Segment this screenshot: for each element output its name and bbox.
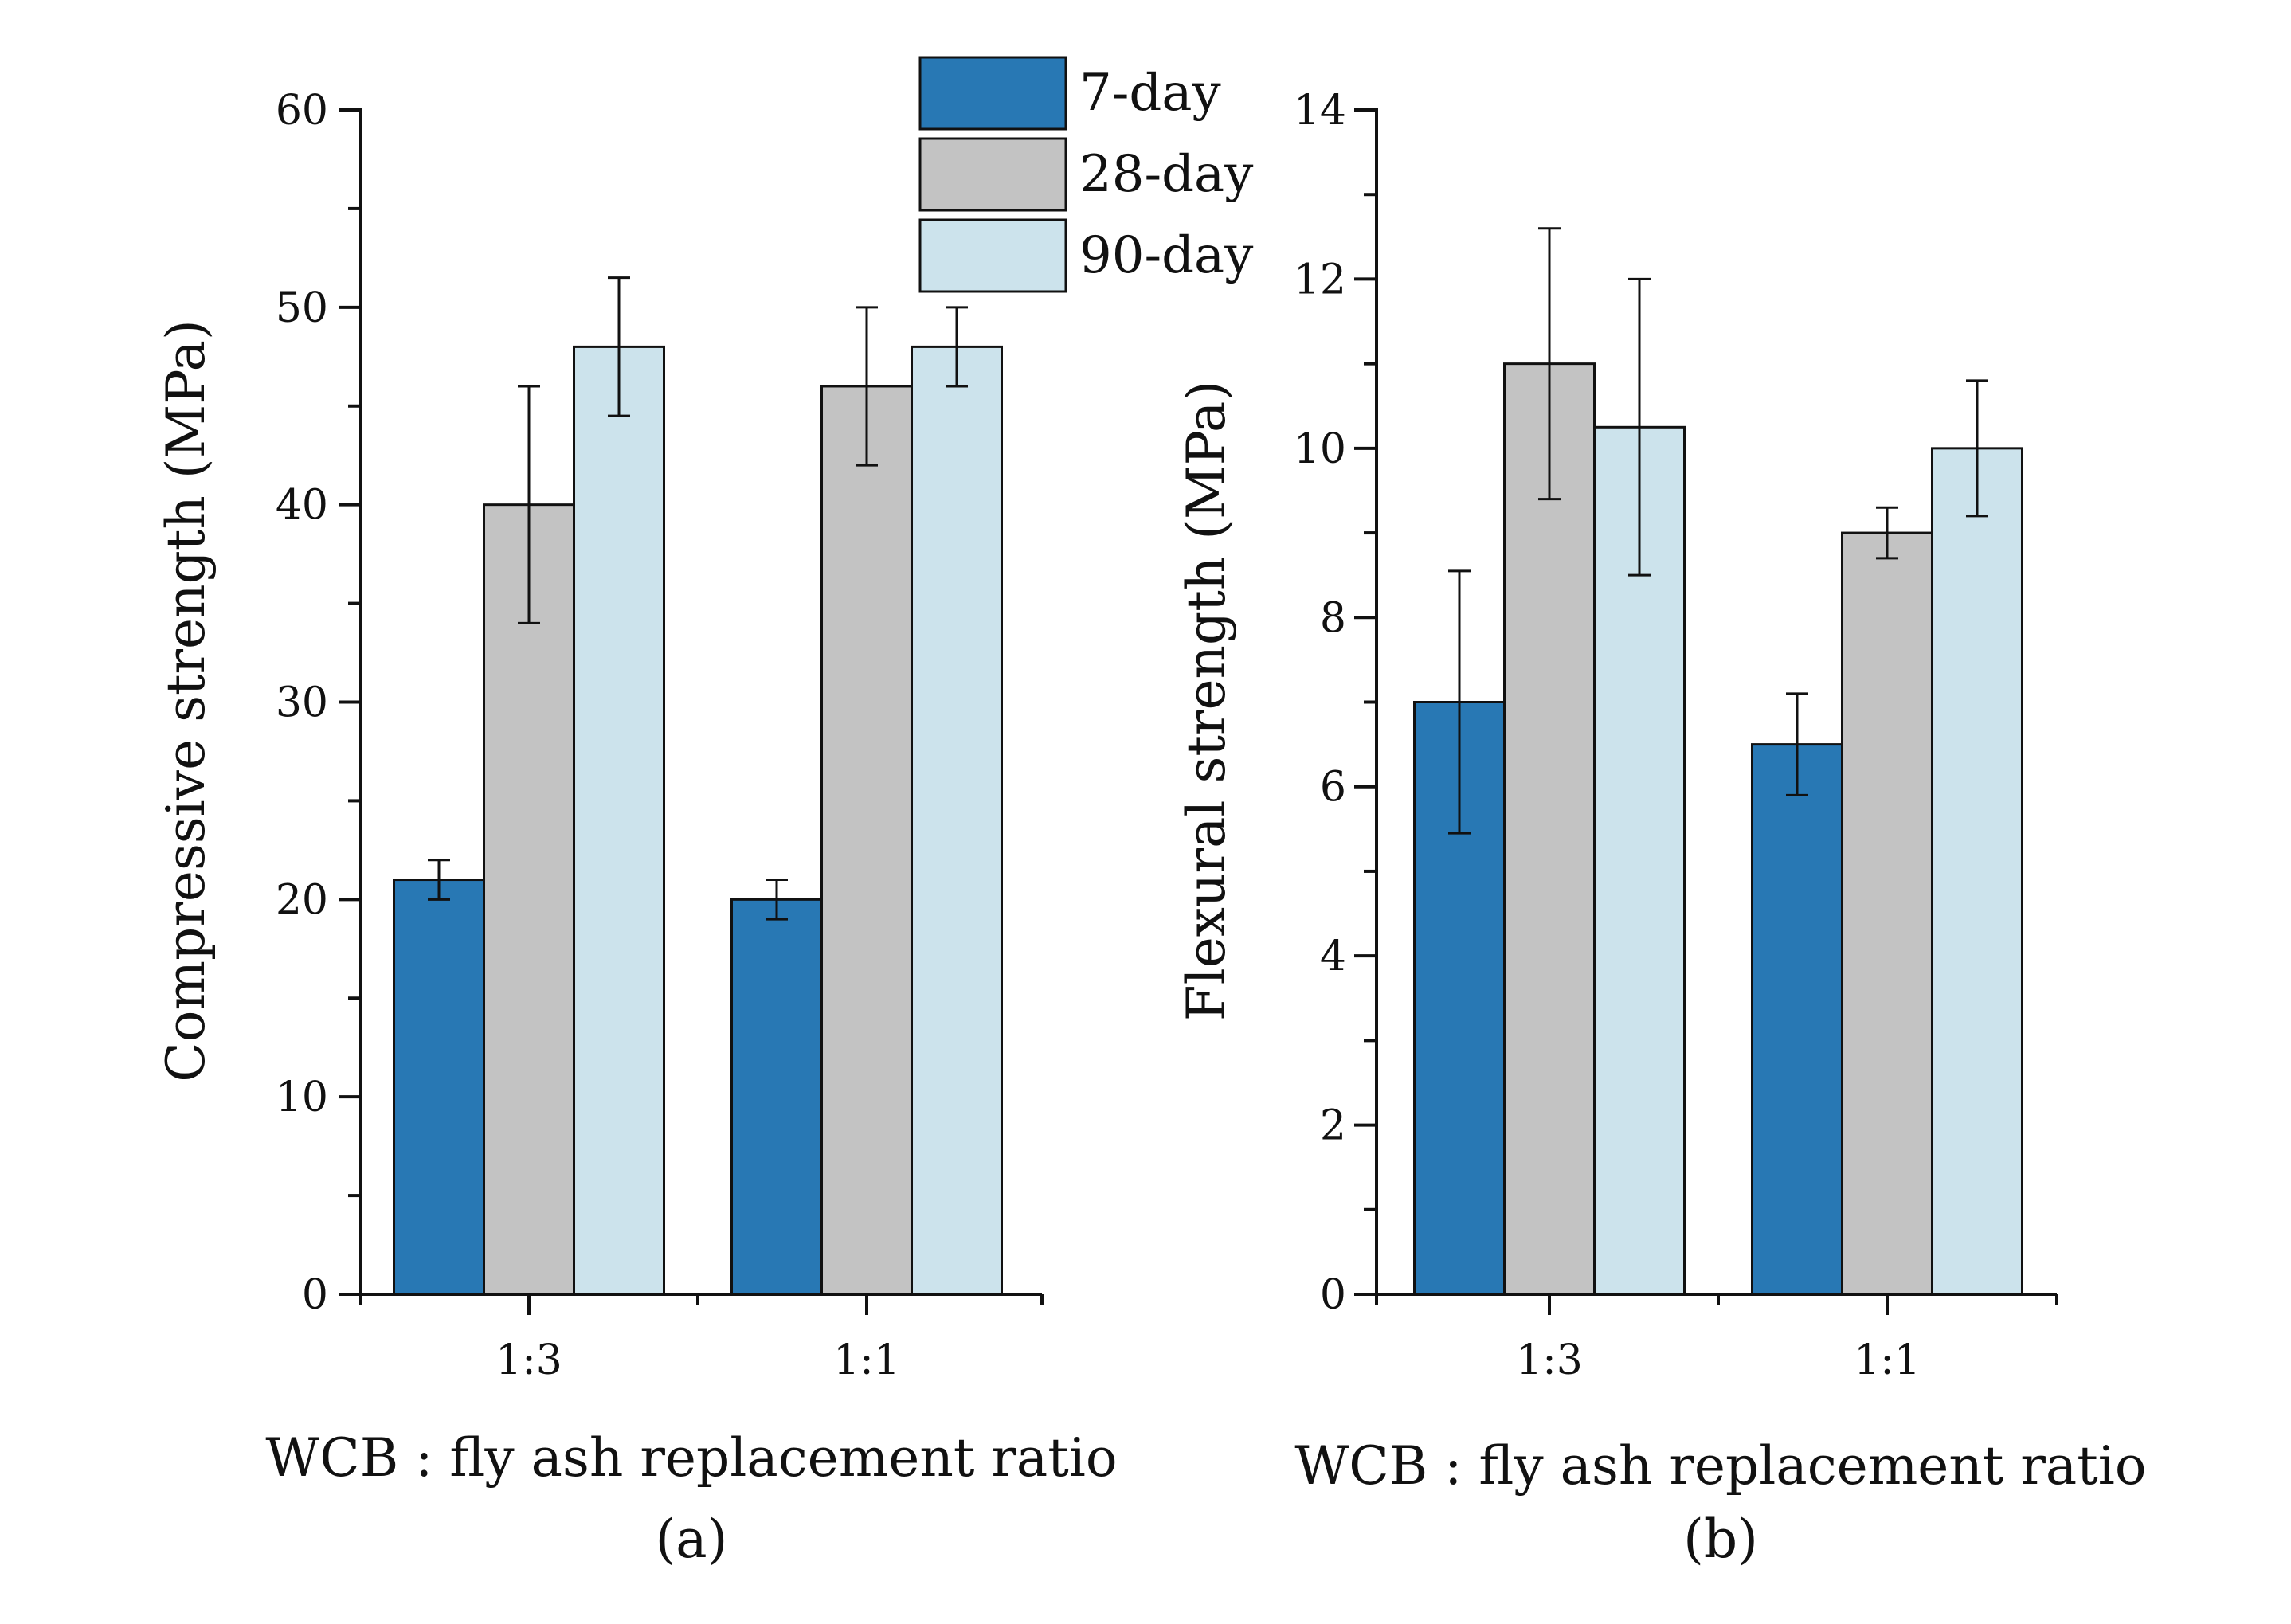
bar-28-day-1:3 (483, 503, 575, 1296)
panel-label: (a) (656, 1509, 728, 1570)
y-tick-label: 0 (1320, 1271, 1346, 1319)
x-tick-label: 1:3 (1516, 1336, 1583, 1384)
y-tick-label: 2 (1320, 1102, 1346, 1150)
x-tick-label: 1:3 (495, 1336, 562, 1384)
x-axis-title: WCB : fly ash replacement ratio (265, 1427, 1117, 1489)
bar-90-day-1:1 (911, 345, 1003, 1296)
y-tick-label: 4 (1320, 933, 1346, 980)
y-tick-label: 50 (276, 284, 328, 332)
x-axis-title: WCB : fly ash replacement ratio (1294, 1435, 2146, 1497)
bar-28-day-1:1 (1841, 531, 1933, 1296)
x-tick-label: 1:1 (1854, 1336, 1921, 1384)
y-tick-label: 30 (276, 679, 328, 727)
legend: 7-day 28-day 90-day (918, 56, 1253, 293)
y-tick-label: 8 (1320, 594, 1346, 642)
bar-7-day-1:3 (393, 879, 485, 1296)
y-tick-label: 60 (276, 87, 328, 135)
legend-swatch-7-day (918, 56, 1067, 131)
bar-28-day-1:3 (1503, 362, 1596, 1296)
bar-28-day-1:1 (820, 385, 913, 1296)
legend-swatch-90-day (918, 218, 1067, 293)
panel-a: 0 10 20 30 40 50 60 1:3 1:1 Compressive strength … (155, 87, 1118, 1570)
y-tick-label: 20 (276, 876, 328, 924)
y-tick-label: 14 (1294, 87, 1346, 135)
y-tick-label: 10 (1294, 425, 1346, 473)
legend-swatch-28-day (918, 137, 1067, 212)
x-tick-label: 1:1 (833, 1336, 900, 1384)
legend-label-7-day: 7-day (1079, 64, 1221, 123)
y-tick-label: 10 (276, 1074, 328, 1121)
y-tick-label: 0 (302, 1271, 328, 1319)
legend-label-28-day: 28-day (1079, 145, 1253, 204)
y-tick-label: 40 (276, 482, 328, 530)
y-tick-label: 6 (1320, 764, 1346, 812)
legend-label-90-day: 90-day (1079, 226, 1253, 285)
bar-90-day-1:3 (573, 345, 665, 1296)
y-axis-title: Flexural strength (MPa) (1176, 381, 1237, 1021)
y-axis-title: Compressive strength (MPa) (155, 319, 217, 1082)
panel-label: (b) (1683, 1509, 1758, 1570)
y-tick-label: 12 (1294, 256, 1346, 303)
bar-90-day-1:1 (1931, 447, 2023, 1296)
bar-7-day-1:1 (1751, 743, 1843, 1296)
bar-7-day-1:1 (730, 898, 823, 1296)
panel-b: 0 2 4 6 8 10 12 14 1:3 1:1 Flexural strength (MPa)… (1176, 87, 2147, 1570)
